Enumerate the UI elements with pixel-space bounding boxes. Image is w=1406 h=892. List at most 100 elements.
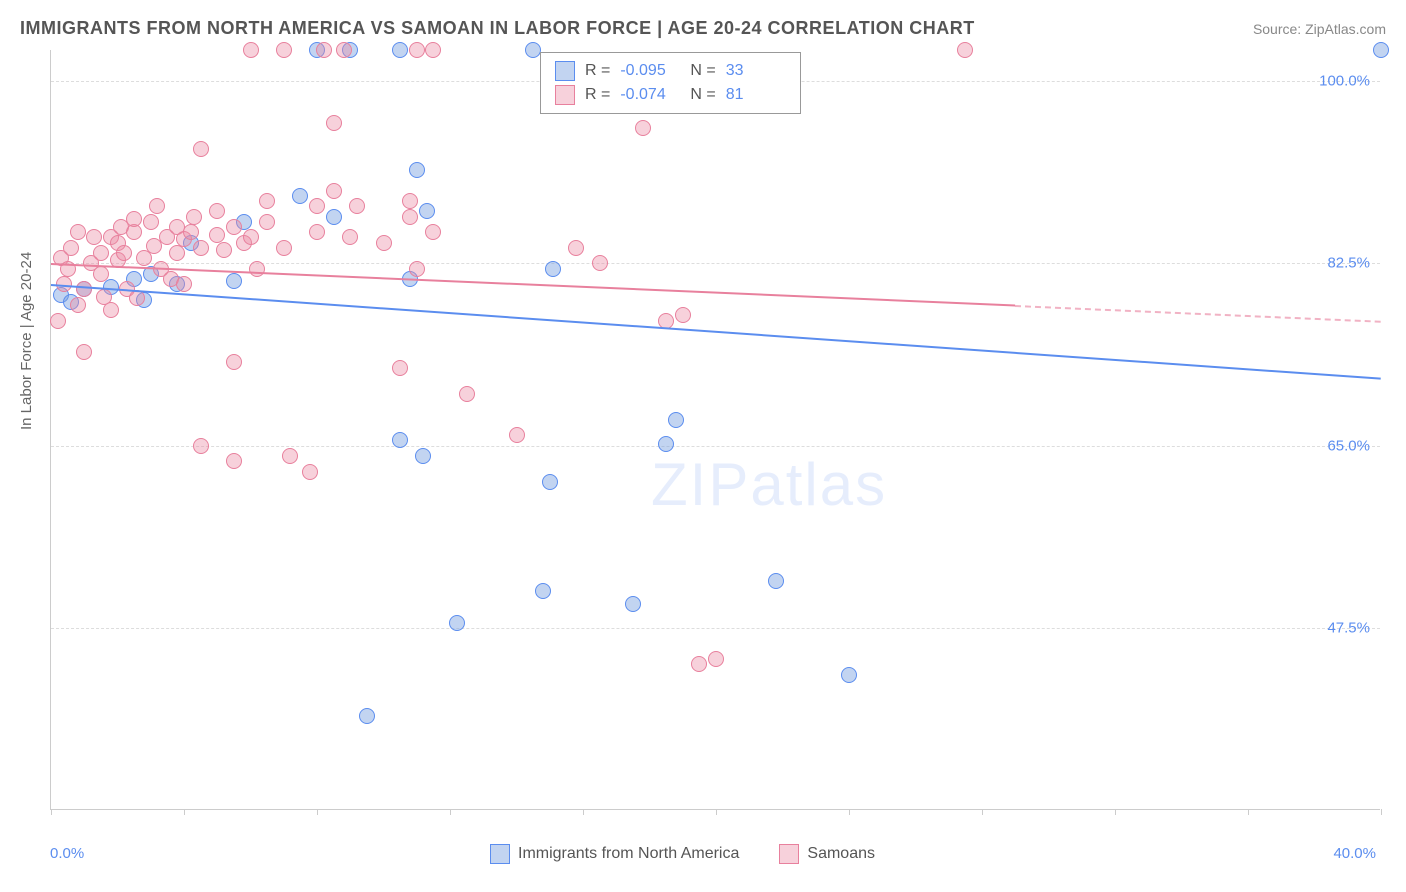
y-tick-label: 82.5%	[1327, 255, 1370, 272]
scatter-point-immigrants	[226, 273, 242, 289]
y-tick-label: 100.0%	[1319, 73, 1370, 90]
scatter-point-samoans	[183, 224, 199, 240]
scatter-point-immigrants	[542, 474, 558, 490]
scatter-point-samoans	[309, 198, 325, 214]
scatter-point-samoans	[276, 240, 292, 256]
scatter-point-samoans	[635, 120, 651, 136]
scatter-point-samoans	[70, 297, 86, 313]
scatter-point-samoans	[316, 42, 332, 58]
scatter-point-samoans	[326, 115, 342, 131]
correlation-legend: R =-0.095N =33R =-0.074N =81	[540, 52, 801, 114]
x-tick	[51, 809, 52, 815]
legend-swatch-icon	[779, 844, 799, 864]
gridline-horizontal	[51, 628, 1380, 629]
scatter-point-samoans	[276, 42, 292, 58]
scatter-point-immigrants	[668, 412, 684, 428]
scatter-point-immigrants	[1373, 42, 1389, 58]
y-axis-title: In Labor Force | Age 20-24	[18, 252, 35, 430]
x-axis-max-label: 40.0%	[1333, 845, 1376, 862]
scatter-point-samoans	[176, 276, 192, 292]
scatter-point-samoans	[249, 261, 265, 277]
x-tick	[1381, 809, 1382, 815]
scatter-point-immigrants	[292, 188, 308, 204]
legend-item-immigrants: Immigrants from North America	[490, 844, 739, 864]
x-tick	[716, 809, 717, 815]
scatter-point-samoans	[193, 240, 209, 256]
series-legend: Immigrants from North America Samoans	[490, 844, 875, 864]
y-tick-label: 65.0%	[1327, 437, 1370, 454]
scatter-point-samoans	[63, 240, 79, 256]
legend-stat-row-immigrants: R =-0.095N =33	[555, 59, 786, 83]
scatter-point-samoans	[259, 214, 275, 230]
scatter-point-samoans	[302, 464, 318, 480]
x-tick	[184, 809, 185, 815]
scatter-point-samoans	[186, 209, 202, 225]
n-value: 81	[726, 86, 786, 104]
scatter-point-immigrants	[625, 596, 641, 612]
scatter-point-immigrants	[449, 615, 465, 631]
watermark: ZIPatlas	[651, 450, 887, 519]
x-axis-min-label: 0.0%	[50, 845, 84, 862]
scatter-point-samoans	[376, 235, 392, 251]
scatter-point-samoans	[103, 302, 119, 318]
scatter-point-samoans	[116, 245, 132, 261]
scatter-point-immigrants	[392, 432, 408, 448]
scatter-point-immigrants	[535, 583, 551, 599]
scatter-point-samoans	[409, 42, 425, 58]
scatter-point-samoans	[259, 193, 275, 209]
scatter-point-immigrants	[359, 708, 375, 724]
scatter-point-samoans	[282, 448, 298, 464]
scatter-point-samoans	[226, 453, 242, 469]
x-tick	[583, 809, 584, 815]
x-tick	[317, 809, 318, 815]
legend-stat-row-samoans: R =-0.074N =81	[555, 83, 786, 107]
gridline-horizontal	[51, 446, 1380, 447]
r-label: R =	[585, 86, 610, 104]
scatter-point-samoans	[93, 245, 109, 261]
x-tick	[1115, 809, 1116, 815]
legend-label: Samoans	[807, 845, 875, 863]
legend-swatch-icon	[490, 844, 510, 864]
scatter-point-samoans	[326, 183, 342, 199]
scatter-point-samoans	[402, 193, 418, 209]
n-value: 33	[726, 62, 786, 80]
x-tick	[450, 809, 451, 815]
scatter-point-immigrants	[419, 203, 435, 219]
legend-swatch-icon	[555, 61, 575, 81]
source-attribution: Source: ZipAtlas.com	[1253, 21, 1386, 37]
scatter-point-immigrants	[409, 162, 425, 178]
trendline-samoans	[51, 263, 1015, 307]
scatter-point-samoans	[93, 266, 109, 282]
scatter-point-samoans	[402, 209, 418, 225]
scatter-point-samoans	[336, 42, 352, 58]
scatter-point-samoans	[459, 386, 475, 402]
scatter-point-samoans	[143, 214, 159, 230]
chart-title: IMMIGRANTS FROM NORTH AMERICA VS SAMOAN …	[20, 18, 975, 39]
scatter-point-immigrants	[326, 209, 342, 225]
r-value: -0.095	[620, 62, 680, 80]
scatter-point-samoans	[226, 354, 242, 370]
scatter-point-immigrants	[545, 261, 561, 277]
scatter-point-samoans	[76, 281, 92, 297]
scatter-point-samoans	[216, 242, 232, 258]
scatter-point-samoans	[592, 255, 608, 271]
trendline-samoans	[1015, 305, 1381, 323]
trendline-immigrants	[51, 284, 1381, 380]
x-tick	[982, 809, 983, 815]
scatter-point-samoans	[126, 211, 142, 227]
r-label: R =	[585, 62, 610, 80]
scatter-point-samoans	[209, 203, 225, 219]
scatter-point-samoans	[425, 42, 441, 58]
legend-item-samoans: Samoans	[779, 844, 875, 864]
chart-plot-area: ZIPatlas 47.5%65.0%82.5%100.0%	[50, 50, 1380, 810]
legend-swatch-icon	[555, 85, 575, 105]
scatter-point-samoans	[70, 224, 86, 240]
scatter-point-immigrants	[415, 448, 431, 464]
scatter-point-samoans	[392, 360, 408, 376]
scatter-point-samoans	[193, 141, 209, 157]
scatter-point-immigrants	[525, 42, 541, 58]
scatter-point-samoans	[243, 229, 259, 245]
scatter-point-samoans	[226, 219, 242, 235]
scatter-point-samoans	[425, 224, 441, 240]
scatter-point-samoans	[342, 229, 358, 245]
